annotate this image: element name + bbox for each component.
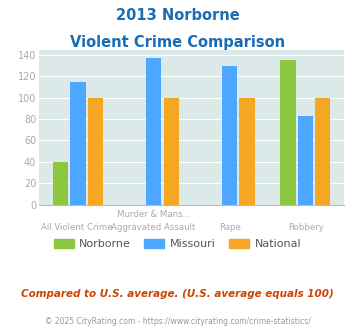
Text: All Violent Crime: All Violent Crime [42,223,113,232]
Legend: Norborne, Missouri, National: Norborne, Missouri, National [49,234,306,253]
Bar [70,82,86,205]
Bar [88,98,103,205]
Bar [164,98,179,205]
Bar [315,98,331,205]
Text: Violent Crime Comparison: Violent Crime Comparison [70,35,285,50]
Bar [240,98,255,205]
Text: Rape: Rape [219,223,241,232]
Bar [222,66,237,205]
Bar [280,60,296,205]
Text: Aggravated Assault: Aggravated Assault [111,223,196,232]
Bar [146,58,162,205]
Text: 2013 Norborne: 2013 Norborne [116,8,239,23]
Text: Murder & Mans...: Murder & Mans... [117,210,190,218]
Text: Compared to U.S. average. (U.S. average equals 100): Compared to U.S. average. (U.S. average … [21,289,334,299]
Text: Robbery: Robbery [288,223,324,232]
Bar [53,162,68,205]
Text: © 2025 CityRating.com - https://www.cityrating.com/crime-statistics/: © 2025 CityRating.com - https://www.city… [45,317,310,326]
Bar [298,116,313,205]
